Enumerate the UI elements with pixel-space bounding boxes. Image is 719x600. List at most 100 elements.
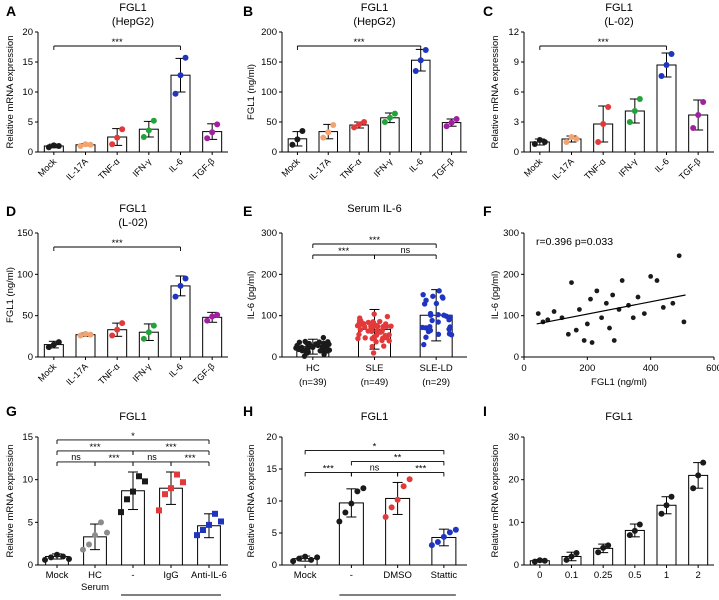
data-point [563,139,570,145]
scatter-point [551,309,557,314]
scatter-point [630,315,636,321]
chart-subtitle: (L-02) [118,217,147,229]
data-point [294,136,301,143]
data-point [435,319,441,325]
data-point [365,319,372,326]
data-point [631,527,638,534]
category-label: - [350,570,353,581]
category-label: IL-6 [167,361,185,379]
category-label: 0.25 [594,570,613,581]
data-point [104,529,110,536]
data-point [417,57,424,64]
data-point [45,144,52,151]
data-point [289,141,296,148]
y-tick-label: 5 [28,117,33,128]
data-point [355,335,361,342]
data-point [325,129,332,136]
y-axis-label: FGL1 (ng/ml) [5,267,16,323]
y-tick-label: 20 [508,475,519,486]
significance-label: ns [401,245,411,255]
significance-label: *** [598,37,609,48]
data-point [388,323,394,329]
data-point [382,514,389,520]
data-point [168,485,174,492]
data-point [423,334,429,340]
data-point [446,529,453,536]
data-point [136,473,142,480]
y-tick-label: 100 [503,311,519,322]
data-point [436,288,442,294]
y-axis-label: FGL1 (ng/ml) [246,64,257,120]
chart-title: FGL1 [605,411,633,423]
y-axis-label: Relative mRNA expression [5,36,16,149]
data-point [388,504,395,511]
category-sublabel: Serum [81,582,109,593]
y-tick-label: 5 [272,528,277,539]
data-point [351,124,358,131]
data-point [209,129,216,136]
data-point [430,293,436,299]
data-point [140,335,147,342]
data-point [663,62,670,68]
significance-label: *** [338,246,349,257]
data-point [383,335,390,341]
data-point [440,295,446,301]
chart-subtitle: (HepG2) [112,16,154,28]
significance-label: *** [323,463,334,474]
data-point [301,353,308,359]
data-point [536,557,543,564]
y-axis-label: IL-6 (pg/ml) [490,271,501,320]
chart-title: FGL1 [119,411,147,423]
data-point [690,485,697,492]
data-point [365,328,371,334]
data-point [626,532,633,539]
category-label: SLE-LD [420,363,453,374]
data-point [354,488,361,495]
data-point [531,141,538,147]
data-point [145,127,152,134]
y-tick-label: 3 [514,117,519,128]
data-point [308,556,315,563]
chart-subtitle: (L-02) [604,16,633,28]
data-point [400,483,407,490]
category-label: 0.1 [565,570,578,581]
data-point [453,116,460,122]
data-point [391,110,398,117]
scatter-point [619,278,625,283]
data-point [386,114,393,121]
chart-title: Serum IL-6 [347,203,401,215]
scatter-point [603,300,609,306]
bar [411,59,431,153]
data-point [658,510,665,517]
data-point [446,326,452,332]
data-point [379,328,385,334]
bar [75,334,96,358]
data-point [320,134,327,141]
y-tick-label: 20 [266,432,277,443]
x-tick-label: 400 [643,363,659,374]
data-point [379,335,386,342]
category-label: 1 [664,570,669,581]
data-point [348,500,355,507]
category-label: TGF-β [677,156,703,182]
data-point [114,134,121,141]
data-point [427,323,433,330]
data-point [573,136,580,142]
y-tick-label: 15 [22,57,33,68]
data-point [45,344,52,351]
y-tick-label: 10 [508,517,519,528]
data-point [145,329,152,336]
category-label: TNF-α [96,156,121,181]
data-point [82,141,89,148]
data-point [658,73,665,79]
panel-letter: B [243,3,253,19]
data-point [600,121,607,127]
significance-label: *** [112,238,123,249]
regression-line [536,294,686,325]
y-tick-label: 100 [261,311,277,322]
data-point [384,313,391,320]
data-point [218,518,224,525]
data-point [86,541,92,548]
data-point [383,323,390,329]
y-tick-label: 0 [514,560,519,571]
